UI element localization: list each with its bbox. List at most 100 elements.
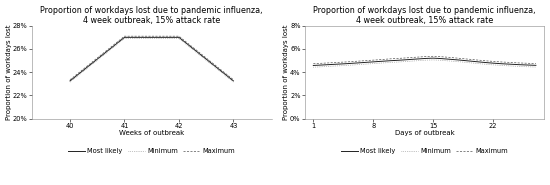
Most likely: [353, 62, 359, 64]
Y-axis label: Proportion of workdays lost: Proportion of workdays lost: [6, 24, 12, 120]
Line: Most likely: Most likely: [314, 58, 536, 65]
Minimum: [421, 59, 428, 61]
Maximum: [507, 61, 514, 64]
Maximum: [395, 57, 402, 60]
Minimum: [353, 64, 359, 66]
Maximum: [318, 62, 325, 64]
Minimum: [490, 64, 497, 66]
Minimum: [472, 62, 479, 65]
Most likely: [378, 60, 385, 62]
Maximum: [412, 56, 419, 58]
Minimum: [378, 62, 385, 64]
Minimum: [404, 60, 411, 63]
Minimum: [310, 66, 317, 68]
Maximum: [353, 60, 359, 62]
Most likely: [230, 80, 236, 82]
Most likely: [395, 59, 402, 61]
Maximum: [327, 62, 334, 64]
Most likely: [327, 63, 334, 66]
Minimum: [318, 66, 325, 68]
Legend: Most likely, Minimum, Maximum: Most likely, Minimum, Maximum: [65, 146, 238, 157]
Maximum: [175, 35, 182, 37]
Maximum: [344, 61, 351, 63]
Most likely: [464, 60, 471, 62]
Maximum: [481, 60, 488, 62]
Most likely: [344, 63, 351, 65]
Maximum: [515, 62, 522, 64]
Maximum: [438, 56, 445, 58]
Most likely: [481, 61, 488, 64]
Minimum: [370, 63, 377, 65]
Most likely: [532, 64, 539, 66]
Minimum: [455, 61, 462, 63]
Most likely: [387, 60, 394, 62]
Maximum: [378, 58, 385, 61]
Most likely: [404, 58, 411, 61]
Most likely: [361, 61, 368, 64]
Maximum: [464, 58, 471, 60]
Minimum: [447, 60, 454, 62]
Maximum: [310, 63, 317, 65]
Line: Minimum: Minimum: [70, 38, 233, 82]
Minimum: [175, 37, 182, 40]
Minimum: [464, 61, 471, 64]
Maximum: [532, 63, 539, 65]
Minimum: [532, 66, 539, 68]
Maximum: [404, 57, 411, 59]
Minimum: [230, 81, 236, 83]
Most likely: [507, 63, 514, 65]
Maximum: [230, 79, 236, 81]
Minimum: [498, 64, 505, 67]
Maximum: [472, 59, 479, 61]
Maximum: [421, 56, 428, 58]
Most likely: [370, 61, 377, 63]
Most likely: [430, 57, 437, 59]
Minimum: [361, 63, 368, 65]
Minimum: [438, 59, 445, 61]
Maximum: [447, 56, 454, 59]
Minimum: [524, 66, 531, 68]
Maximum: [336, 61, 342, 63]
Most likely: [67, 80, 73, 82]
Most likely: [447, 58, 454, 60]
Minimum: [336, 65, 342, 67]
Most likely: [421, 57, 428, 60]
Y-axis label: Proportion of workdays lost: Proportion of workdays lost: [283, 24, 289, 120]
Minimum: [344, 64, 351, 66]
Maximum: [430, 55, 437, 57]
Title: Proportion of workdays lost due to pandemic influenza,
4 week outbreak, 15% atta: Proportion of workdays lost due to pande…: [41, 6, 263, 25]
Maximum: [490, 60, 497, 63]
Most likely: [524, 64, 531, 66]
Minimum: [507, 65, 514, 67]
Line: Minimum: Minimum: [314, 60, 536, 67]
Maximum: [121, 35, 128, 37]
Legend: Most likely, Minimum, Maximum: Most likely, Minimum, Maximum: [338, 146, 511, 157]
Maximum: [455, 57, 462, 59]
Most likely: [175, 36, 182, 38]
Maximum: [498, 61, 505, 63]
Minimum: [67, 81, 73, 83]
Minimum: [395, 61, 402, 63]
Most likely: [472, 60, 479, 63]
Minimum: [515, 65, 522, 68]
Most likely: [438, 58, 445, 60]
Minimum: [121, 37, 128, 40]
Minimum: [430, 59, 437, 61]
Line: Maximum: Maximum: [70, 36, 233, 80]
Maximum: [67, 79, 73, 81]
Minimum: [412, 60, 419, 62]
Maximum: [370, 59, 377, 61]
Most likely: [515, 63, 522, 66]
Maximum: [387, 58, 394, 60]
Minimum: [387, 61, 394, 64]
Most likely: [318, 64, 325, 66]
Most likely: [498, 63, 505, 65]
Maximum: [361, 60, 368, 62]
X-axis label: Weeks of outbreak: Weeks of outbreak: [119, 130, 184, 136]
Most likely: [310, 64, 317, 67]
Maximum: [524, 62, 531, 64]
Most likely: [455, 59, 462, 61]
Minimum: [327, 65, 334, 67]
Most likely: [490, 62, 497, 64]
Title: Proportion of workdays lost due to pandemic influenza,
4 week outbreak, 15% atta: Proportion of workdays lost due to pande…: [314, 6, 536, 25]
